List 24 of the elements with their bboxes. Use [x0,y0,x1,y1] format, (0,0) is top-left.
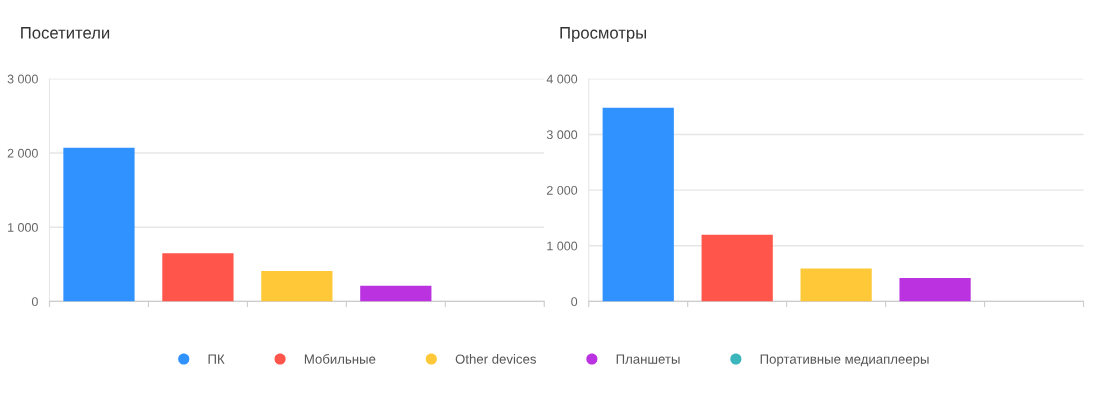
legend-label: Планшеты [616,354,680,364]
y-tick-label: 0 [571,297,578,307]
legend-label: Портативные медиаплееры [760,354,929,367]
bar [261,270,333,302]
chart-title: Посетители [21,27,110,39]
legend-label: ПК [208,354,225,364]
bar [63,147,135,302]
y-tick-label: 1 000 [8,223,38,232]
bar [701,234,773,302]
bar [162,253,234,302]
y-tick-label: 3 000 [546,130,578,140]
y-tick-label: 0 [31,297,38,307]
legend-label: Мобильные [304,353,376,364]
bar [360,285,432,302]
y-tick-label: 4 000 [546,74,578,84]
bar [800,268,872,302]
y-tick-label: 2 000 [547,185,578,195]
y-tick-label: 2 000 [7,148,38,158]
legend-label: Other devices [455,354,536,364]
bar [602,107,674,302]
bar [899,278,971,302]
y-tick-label: 3 000 [7,74,38,84]
chart-title: Просмотры [560,27,647,43]
y-tick-label: 1 000 [547,241,578,251]
